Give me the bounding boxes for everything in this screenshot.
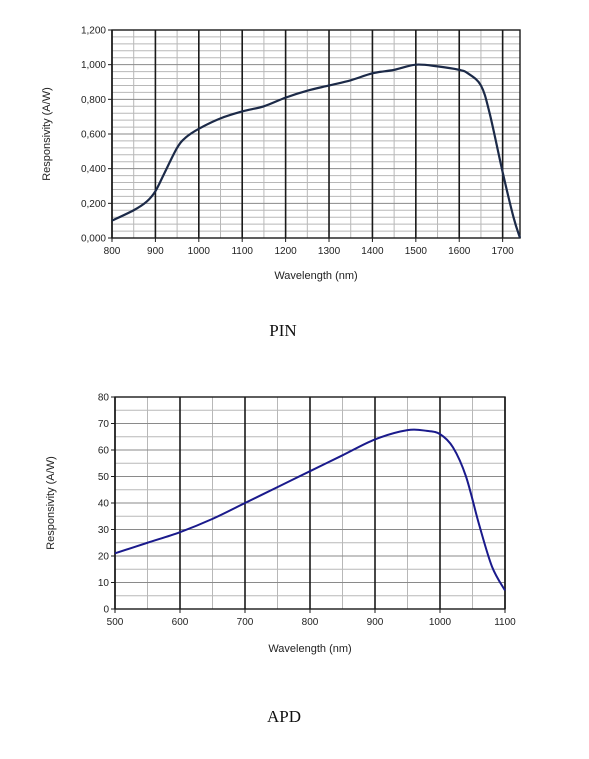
pin-x-tick-labels: 800 900 1000 1100 1200 1300 1400 1500 1600 1700 xyxy=(104,238,515,257)
pin-y-tick-label: 0,400 xyxy=(81,164,106,175)
apd-x-tick-label: 1100 xyxy=(494,617,516,628)
apd-y-tick-label: 10 xyxy=(98,578,110,589)
apd-x-tick-label: 500 xyxy=(107,617,124,628)
pin-x-tick-label: 1500 xyxy=(405,246,428,257)
apd-x-tick-labels: 500 600 700 800 900 1000 1100 xyxy=(107,609,516,628)
apd-x-tick-label: 1000 xyxy=(429,617,452,628)
pin-x-tick-label: 1700 xyxy=(492,246,515,257)
pin-x-tick-label: 900 xyxy=(147,246,164,257)
pin-y-tick-label: 0,000 xyxy=(81,234,106,245)
pin-x-tick-label: 1100 xyxy=(231,246,253,257)
pin-x-tick-label: 1300 xyxy=(318,246,341,257)
pin-x-tick-label: 1600 xyxy=(448,246,471,257)
pin-major-grid xyxy=(111,29,520,239)
apd-x-tick-label: 600 xyxy=(172,617,189,628)
pin-y-tick-label: 0,200 xyxy=(81,199,106,210)
pin-y-tick-labels: 0,000 0,200 0,400 0,600 0,800 1,000 1,200 xyxy=(81,26,112,245)
pin-y-tick-label: 0,600 xyxy=(81,130,106,141)
apd-responsivity-chart: 0 10 20 30 40 50 60 70 80 500 600 700 800 900 1000 110… xyxy=(45,393,516,727)
apd-y-tick-label: 20 xyxy=(98,552,110,563)
pin-series-line xyxy=(111,63,522,239)
pin-y-tick-label: 1,000 xyxy=(81,60,106,71)
apd-y-tick-labels: 0 10 20 30 40 50 60 70 80 xyxy=(98,393,115,616)
pin-x-tick-label: 1000 xyxy=(188,246,211,257)
apd-x-tick-label: 800 xyxy=(302,617,319,628)
apd-y-tick-label: 70 xyxy=(98,419,110,430)
apd-series-line xyxy=(114,428,506,591)
pin-y-tick-label: 0,800 xyxy=(81,95,106,106)
pin-responsivity-chart: 0,000 0,200 0,400 0,600 0,800 1,000 1,200 800 9… xyxy=(41,26,522,340)
pin-x-tick-label: 800 xyxy=(104,246,121,257)
apd-y-tick-label: 80 xyxy=(98,393,110,404)
apd-x-tick-label: 900 xyxy=(367,617,384,628)
pin-x-tick-label: 1400 xyxy=(361,246,384,257)
apd-caption: APD xyxy=(267,707,301,726)
pin-caption: PIN xyxy=(269,321,296,340)
apd-y-axis-title: Responsivity (A/W) xyxy=(45,456,57,550)
apd-x-tick-label: 700 xyxy=(237,617,254,628)
apd-y-tick-label: 50 xyxy=(98,472,110,483)
pin-y-tick-label: 1,200 xyxy=(81,26,106,37)
apd-x-axis-title: Wavelength (nm) xyxy=(268,643,351,655)
apd-y-tick-label: 0 xyxy=(103,605,109,616)
pin-x-tick-label: 1200 xyxy=(274,246,297,257)
pin-x-axis-title: Wavelength (nm) xyxy=(274,270,357,282)
apd-y-tick-label: 60 xyxy=(98,446,110,457)
apd-y-tick-label: 30 xyxy=(98,525,110,536)
apd-y-tick-label: 40 xyxy=(98,499,110,510)
apd-major-grid xyxy=(114,396,506,610)
pin-y-axis-title: Responsivity (A/W) xyxy=(41,87,53,181)
